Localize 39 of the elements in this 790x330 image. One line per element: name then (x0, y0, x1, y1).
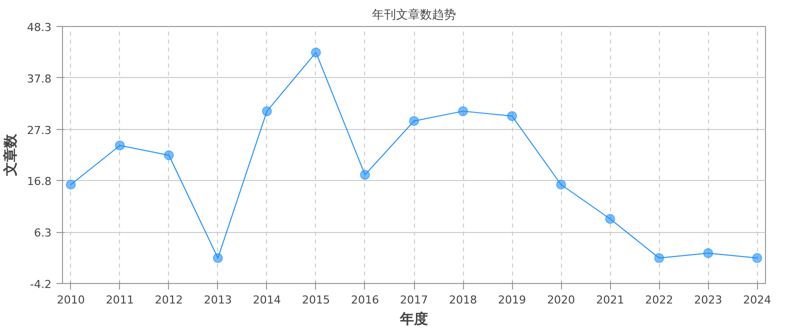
point (114, 140, 125, 150)
x-tick-label: 2023 (694, 294, 722, 306)
y-tick-label: 27.3 (27, 124, 52, 137)
x-tick-label: 2013 (204, 294, 232, 306)
y-tick-label: 37.8 (27, 72, 52, 86)
point (262, 106, 272, 116)
point (310, 47, 321, 58)
x-tick-label: 2022 (645, 294, 674, 306)
x-tick-label: 2020 (547, 294, 576, 306)
x-tick-label: 2015 (302, 294, 330, 306)
point (605, 214, 616, 224)
x-axis-title: 年度 (399, 310, 428, 328)
x-tick-label: 2018 (449, 294, 478, 306)
x-tick-label: 2012 (154, 294, 183, 306)
point (164, 150, 174, 160)
x-tick-label: 2021 (596, 294, 624, 306)
x-tick-label: 2010 (56, 294, 85, 306)
y-tick-label: 48.3 (27, 21, 52, 34)
y-tick-label: 6.3 (34, 226, 52, 240)
point (556, 180, 566, 190)
chart-title: 年刊文章数趋势 (372, 8, 456, 22)
x-tick-label: 2011 (106, 294, 134, 306)
point (212, 253, 223, 264)
x-tick-label: 2024 (743, 294, 772, 306)
point (752, 253, 762, 264)
x-tick-label: 2017 (400, 294, 428, 306)
y-tick-label: 16.8 (27, 175, 52, 188)
x-tick-label: 2014 (252, 294, 281, 306)
point (654, 253, 664, 264)
point (703, 248, 714, 258)
point (458, 106, 468, 116)
point (360, 170, 370, 180)
x-tick-label: 2019 (498, 294, 526, 306)
y-tick-label: -4.2 (30, 278, 52, 291)
point (66, 180, 76, 190)
point (409, 116, 419, 126)
x-tick-label: 2016 (350, 294, 379, 306)
point (507, 111, 518, 122)
y-axis-title: 文章数 (2, 133, 20, 177)
